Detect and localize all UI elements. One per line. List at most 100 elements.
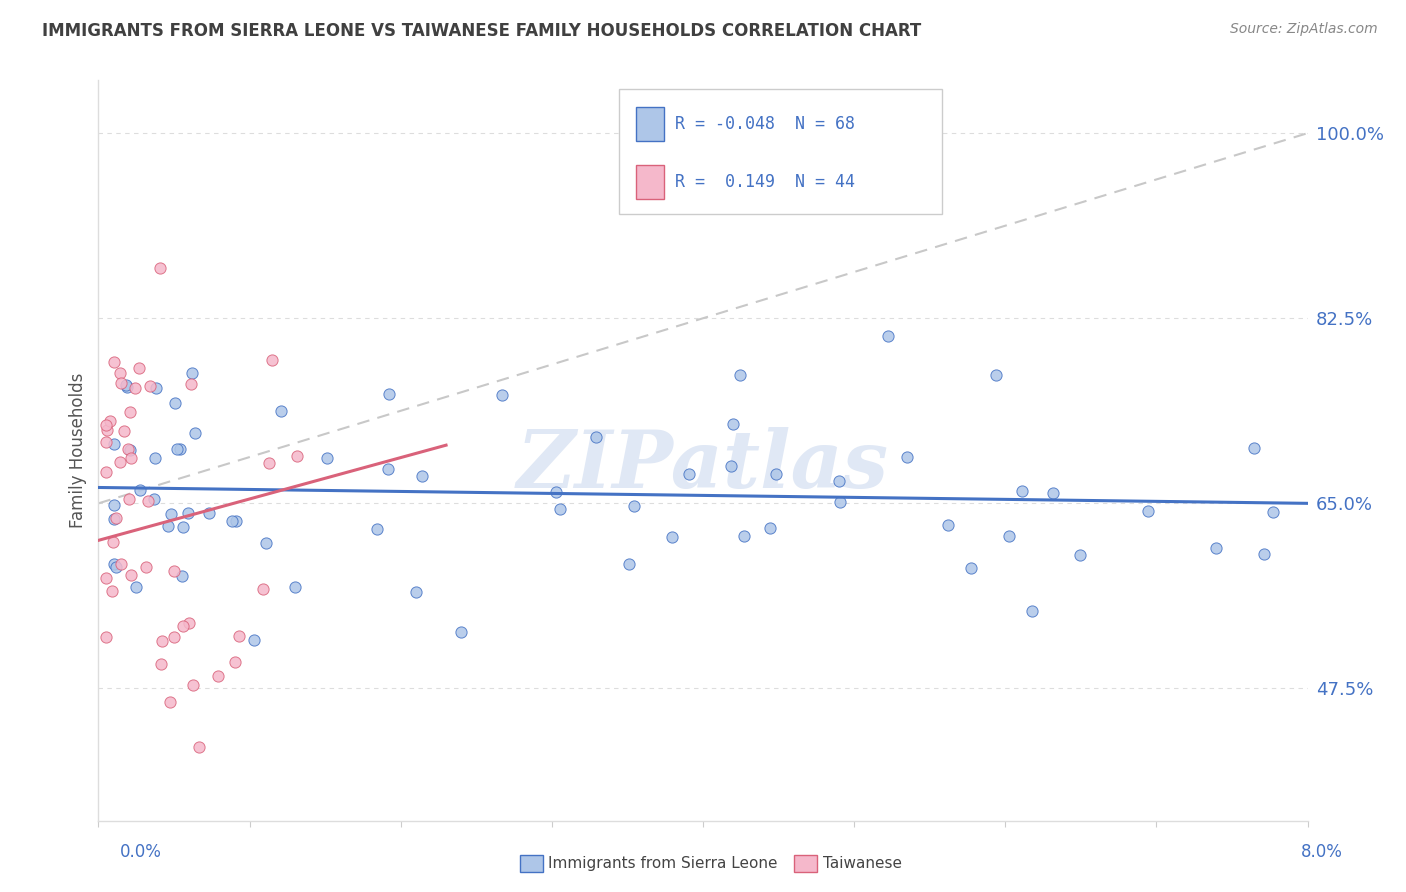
- Point: [163, 630, 186, 644]
- Point: [94, 630, 117, 644]
- Point: [1137, 504, 1160, 518]
- Point: [169, 442, 191, 456]
- Point: [1069, 548, 1091, 562]
- Point: [411, 468, 433, 483]
- Point: [120, 442, 142, 457]
- Point: [405, 584, 427, 599]
- Point: [172, 520, 194, 534]
- Point: [115, 378, 138, 392]
- Point: [623, 499, 645, 513]
- Point: [270, 404, 292, 418]
- Point: [98, 414, 121, 428]
- Point: [876, 329, 898, 343]
- Point: [661, 530, 683, 544]
- Point: [181, 366, 204, 380]
- Point: [728, 368, 751, 383]
- Point: [224, 655, 246, 669]
- Point: [366, 522, 388, 536]
- Point: [120, 567, 142, 582]
- Text: R =  0.149  N = 44: R = 0.149 N = 44: [675, 173, 855, 191]
- Point: [315, 450, 337, 465]
- Point: [103, 436, 125, 450]
- Point: [1253, 547, 1275, 561]
- Point: [960, 561, 983, 575]
- Point: [1021, 604, 1043, 618]
- Point: [94, 465, 117, 479]
- Point: [145, 381, 167, 395]
- Point: [172, 619, 194, 633]
- Point: [1011, 483, 1033, 498]
- Point: [1042, 486, 1064, 500]
- Point: [984, 368, 1007, 382]
- Point: [187, 739, 209, 754]
- Point: [378, 386, 401, 401]
- Point: [150, 657, 173, 672]
- Point: [830, 494, 852, 508]
- Point: [284, 580, 307, 594]
- Point: [765, 467, 787, 481]
- Point: [183, 425, 205, 440]
- Point: [252, 582, 274, 596]
- Point: [1243, 442, 1265, 456]
- Point: [117, 380, 139, 394]
- Y-axis label: Family Households: Family Households: [69, 373, 87, 528]
- Text: 0.0%: 0.0%: [120, 843, 162, 861]
- Point: [257, 456, 280, 470]
- Point: [124, 381, 146, 395]
- Point: [163, 395, 186, 409]
- Point: [139, 378, 162, 392]
- Point: [896, 450, 918, 464]
- Point: [101, 583, 124, 598]
- Point: [759, 521, 782, 535]
- Text: ZIPatlas: ZIPatlas: [517, 426, 889, 504]
- Point: [546, 484, 568, 499]
- Point: [152, 633, 174, 648]
- Text: IMMIGRANTS FROM SIERRA LEONE VS TAIWANESE FAMILY HOUSEHOLDS CORRELATION CHART: IMMIGRANTS FROM SIERRA LEONE VS TAIWANES…: [42, 22, 921, 40]
- Point: [617, 558, 640, 572]
- Point: [142, 492, 165, 507]
- Point: [110, 376, 132, 390]
- Point: [105, 511, 128, 525]
- Point: [207, 669, 229, 683]
- Point: [120, 450, 142, 465]
- Point: [110, 557, 132, 571]
- Text: R = -0.048  N = 68: R = -0.048 N = 68: [675, 115, 855, 133]
- Point: [938, 518, 960, 533]
- Point: [177, 506, 200, 520]
- Point: [157, 519, 180, 533]
- Point: [1205, 541, 1227, 555]
- Point: [585, 430, 607, 444]
- Point: [225, 514, 247, 528]
- Point: [125, 580, 148, 594]
- Point: [172, 569, 194, 583]
- Point: [828, 474, 851, 488]
- Point: [221, 514, 243, 528]
- Point: [138, 494, 160, 508]
- Point: [721, 417, 744, 432]
- Point: [228, 629, 250, 643]
- Text: Immigrants from Sierra Leone: Immigrants from Sierra Leone: [548, 856, 778, 871]
- Point: [128, 361, 150, 376]
- Point: [94, 571, 117, 585]
- Text: 8.0%: 8.0%: [1301, 843, 1343, 861]
- Point: [733, 529, 755, 543]
- Point: [94, 434, 117, 449]
- Point: [181, 678, 204, 692]
- Point: [143, 450, 166, 465]
- Point: [104, 559, 127, 574]
- Point: [377, 462, 399, 476]
- Point: [720, 459, 742, 474]
- Point: [254, 536, 277, 550]
- Point: [103, 512, 125, 526]
- Point: [160, 508, 183, 522]
- Point: [149, 260, 172, 275]
- Point: [179, 616, 201, 631]
- Point: [678, 467, 700, 482]
- Point: [491, 388, 513, 402]
- Point: [112, 424, 135, 438]
- Point: [166, 442, 188, 456]
- Point: [135, 560, 157, 574]
- Text: Taiwanese: Taiwanese: [823, 856, 901, 871]
- Point: [180, 376, 202, 391]
- Point: [118, 492, 141, 507]
